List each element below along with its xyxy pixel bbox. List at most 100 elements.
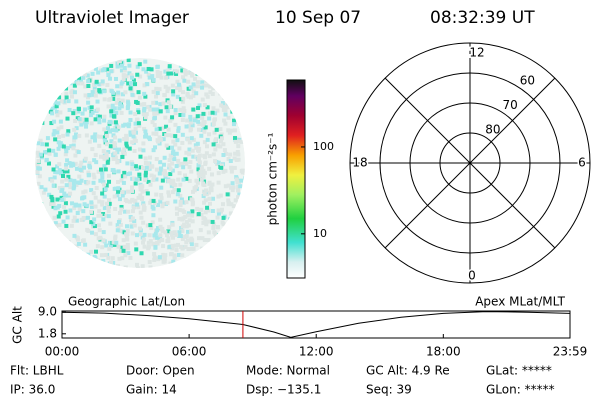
pixel: [73, 203, 78, 208]
pixel: [190, 255, 195, 260]
pixel: [112, 194, 117, 199]
pixel: [233, 237, 238, 242]
pixel: [185, 213, 190, 218]
pixel: [196, 119, 201, 124]
pixel: [140, 184, 145, 189]
pixel: [201, 111, 206, 116]
pixel: [225, 238, 230, 243]
pixel: [171, 139, 176, 144]
pixel: [122, 66, 127, 71]
pixel: [169, 71, 174, 76]
pixel: [109, 63, 114, 68]
pixel: [243, 183, 245, 188]
pixel: [141, 237, 146, 242]
pixel: [133, 112, 138, 117]
pixel: [115, 150, 120, 155]
pixel: [154, 256, 159, 261]
pixel: [180, 224, 185, 229]
pixel: [117, 138, 122, 143]
pixel: [146, 66, 151, 71]
pixel: [215, 215, 220, 220]
pixel: [72, 90, 77, 95]
pixel: [80, 196, 85, 201]
pixel: [36, 158, 41, 163]
pixel: [223, 151, 228, 156]
pixel: [104, 152, 109, 157]
pixel: [101, 180, 106, 185]
pixel: [221, 153, 226, 158]
pixel: [75, 180, 80, 185]
pixel: [164, 143, 169, 148]
pixel: [191, 89, 196, 94]
pixel: [130, 231, 135, 236]
pixel: [211, 254, 216, 259]
pixel: [134, 262, 139, 267]
pixel: [236, 195, 241, 200]
pixel: [168, 104, 173, 109]
pixel: [196, 84, 201, 89]
pixel: [226, 115, 231, 120]
pixel: [235, 264, 240, 268]
pixel: [87, 139, 92, 144]
pixel: [55, 113, 60, 118]
pixel: [106, 150, 111, 155]
pixel: [86, 79, 91, 84]
pixel: [178, 267, 183, 268]
pixel: [138, 74, 143, 79]
pixel: [226, 76, 231, 81]
pixel: [203, 262, 208, 267]
pixel: [122, 209, 127, 214]
pixel: [206, 208, 211, 213]
pixel: [227, 73, 232, 78]
pixel: [40, 259, 45, 264]
pixel: [229, 65, 234, 70]
pixel: [59, 195, 64, 200]
pixel: [53, 221, 58, 226]
pixel: [166, 178, 171, 183]
pixel: [191, 93, 196, 98]
pixel: [70, 201, 75, 206]
pixel: [241, 131, 245, 136]
pixel: [240, 101, 245, 106]
pixel: [130, 188, 135, 193]
pixel: [204, 222, 209, 227]
pixel: [48, 67, 53, 72]
pixel: [130, 75, 135, 80]
pixel: [198, 207, 203, 212]
pixel: [102, 135, 107, 140]
pixel: [183, 234, 188, 239]
pixel: [112, 186, 117, 191]
pixel: [234, 238, 239, 243]
pixel: [197, 127, 202, 132]
pixel: [222, 70, 227, 75]
pixel: [103, 187, 108, 192]
pixel: [122, 230, 127, 235]
pixel: [160, 204, 165, 209]
pixel: [106, 173, 111, 178]
pixel: [186, 229, 191, 234]
pixel: [188, 160, 193, 165]
pixel: [44, 150, 49, 155]
pixel: [151, 77, 156, 82]
pixel: [68, 178, 73, 183]
pixel: [150, 74, 155, 79]
pixel: [124, 133, 129, 138]
pixel: [137, 172, 142, 177]
pixel: [165, 109, 170, 114]
pixel: [125, 224, 130, 229]
pixel: [108, 221, 113, 226]
pixel: [37, 214, 42, 219]
pixel: [204, 188, 209, 193]
pixel: [72, 233, 77, 238]
pixel: [241, 69, 245, 74]
pixel: [196, 212, 201, 217]
pixel: [230, 105, 235, 110]
pixel: [130, 140, 135, 145]
pixel: [120, 189, 125, 194]
pixel: [113, 76, 118, 81]
pixel: [42, 100, 47, 105]
pixel: [60, 83, 65, 88]
pixel: [74, 235, 79, 240]
pixel: [216, 194, 221, 199]
pixel: [64, 91, 69, 96]
